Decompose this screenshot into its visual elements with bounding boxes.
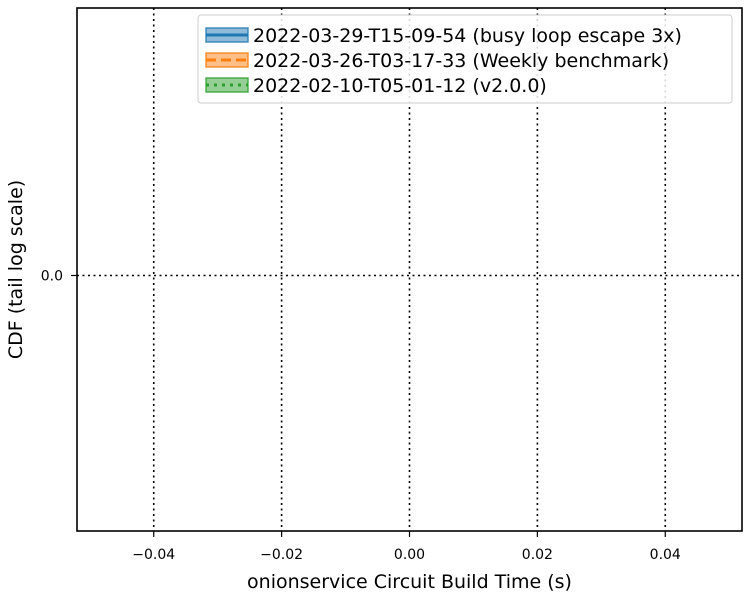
plot-frame xyxy=(76,7,743,532)
y-axis-ticks: 0.0 xyxy=(41,269,77,285)
legend: 2022-03-29-T15-09-54 (busy loop escape 3… xyxy=(197,14,733,104)
legend-box xyxy=(197,14,733,104)
x-tick-label: −0.04 xyxy=(132,547,175,563)
legend-entry: 2022-03-26-T03-17-33 (Weekly benchmark) xyxy=(253,50,669,72)
x-tick-label: 0.04 xyxy=(650,547,681,563)
y-axis-label: CDF (tail log scale) xyxy=(5,180,27,359)
x-axis-label: onionservice Circuit Build Time (s) xyxy=(247,571,572,593)
gridlines xyxy=(77,8,742,531)
legend-entry: 2022-03-29-T15-09-54 (busy loop escape 3… xyxy=(253,25,682,47)
x-tick-label: −0.02 xyxy=(260,547,303,563)
legend-swatch xyxy=(205,77,249,93)
x-tick-label: 0.02 xyxy=(522,547,553,563)
x-tick-label: 0.00 xyxy=(394,547,425,563)
x-axis-ticks: −0.04 −0.02 0.00 0.02 0.04 xyxy=(132,531,681,563)
y-tick-label: 0.0 xyxy=(41,269,63,285)
legend-entry: 2022-02-10-T05-01-12 (v2.0.0) xyxy=(253,75,547,97)
